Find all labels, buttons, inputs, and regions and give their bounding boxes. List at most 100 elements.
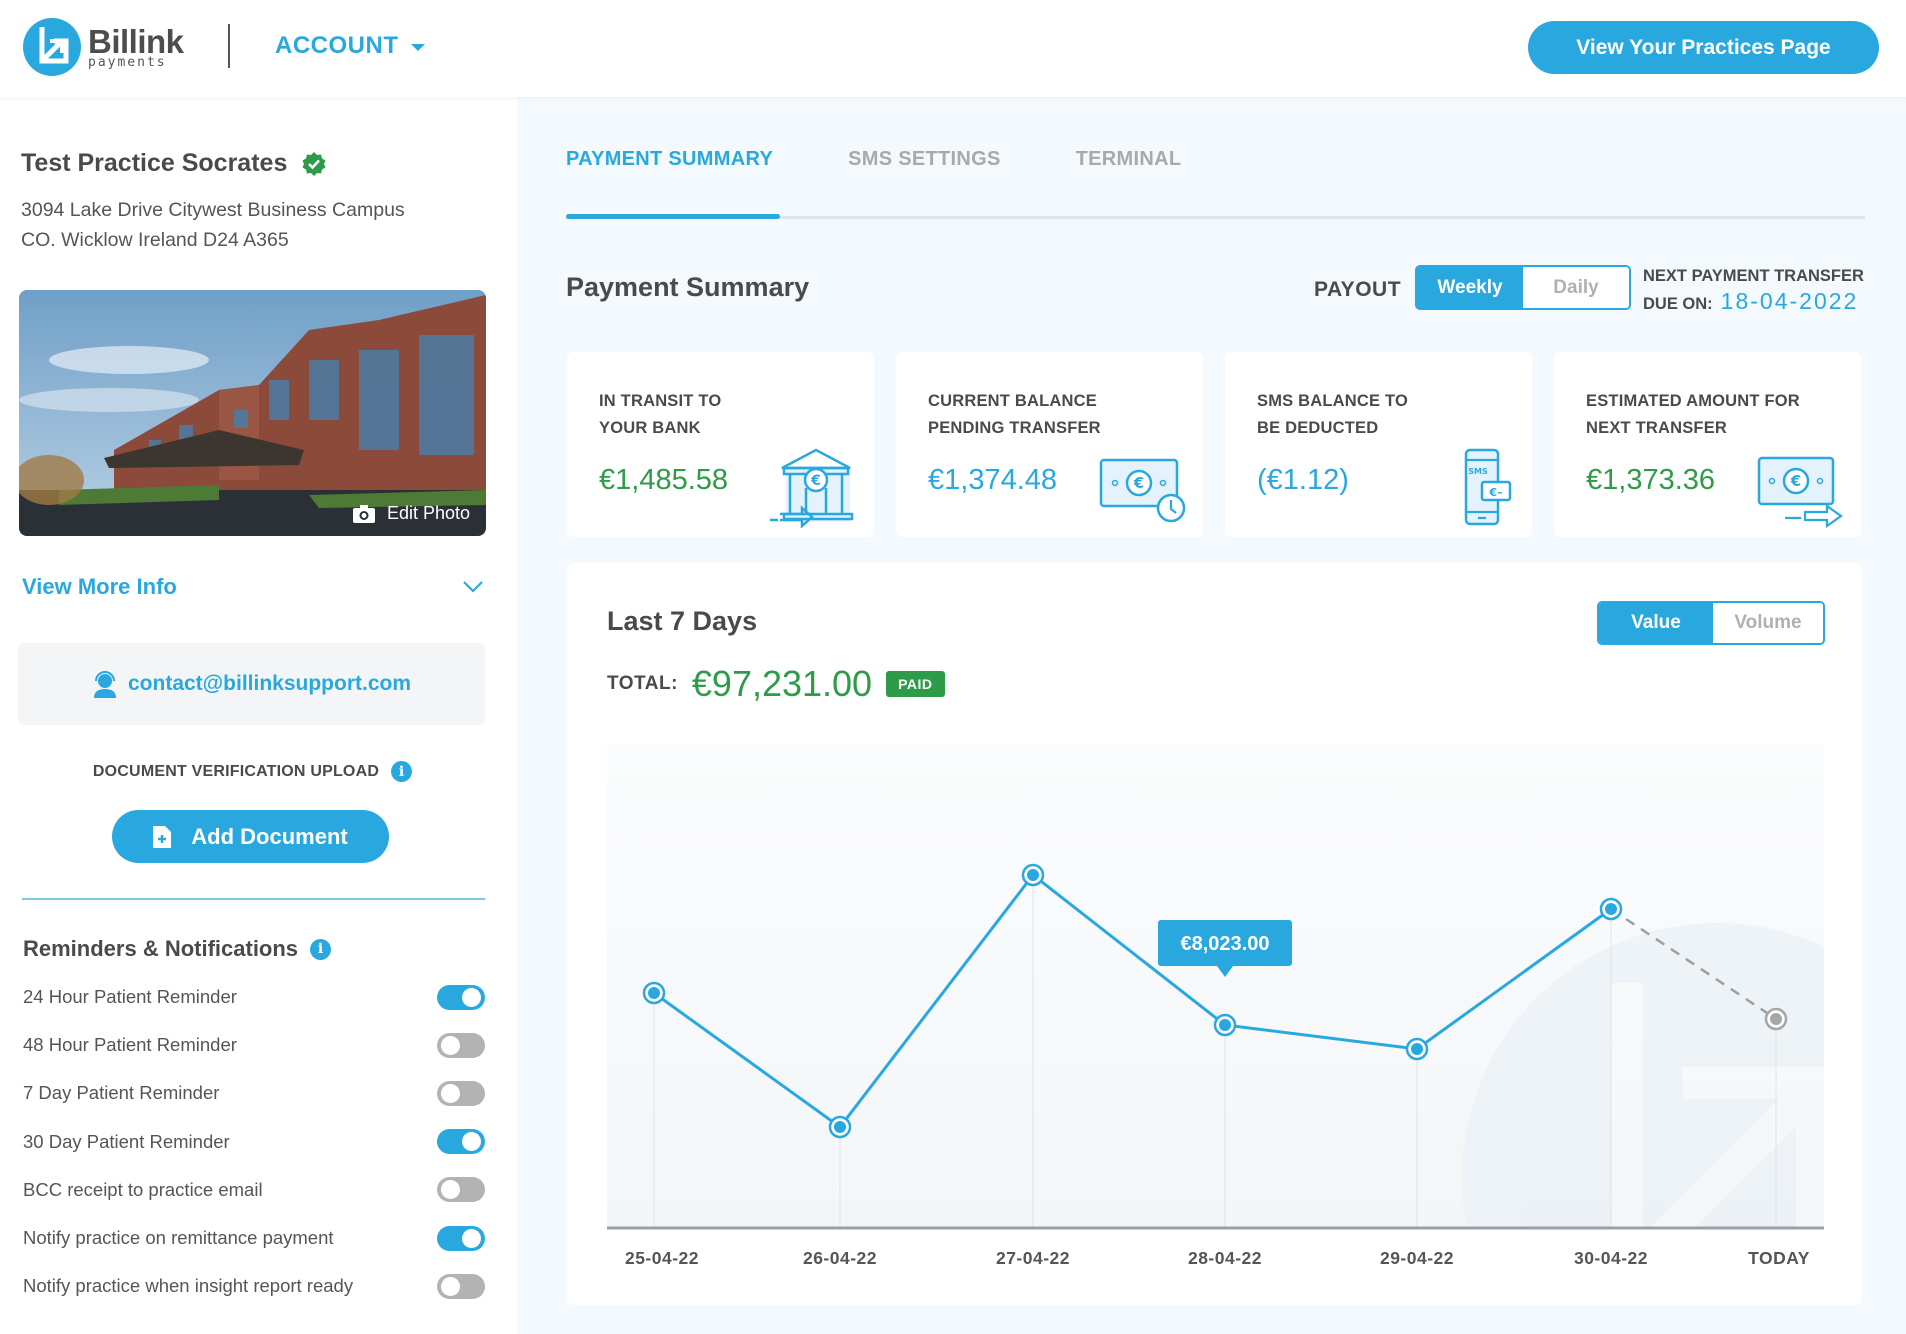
toggle-row-insight-report: Notify practice when insight report read…: [23, 1262, 485, 1310]
edit-photo-button[interactable]: Edit Photo: [352, 503, 470, 524]
support-email-link[interactable]: contact@billinksupport.com: [128, 672, 411, 695]
card-title-line: PENDING TRANSFER: [928, 419, 1101, 437]
data-point[interactable]: [1405, 1037, 1429, 1061]
total-row: TOTAL: €97,231.00 PAID: [607, 663, 945, 705]
support-contact: contact@billinksupport.com: [18, 643, 485, 725]
address-line-1: 3094 Lake Drive Citywest Business Campus: [21, 199, 405, 221]
caret-down-icon: [410, 43, 425, 51]
svg-text:€: €: [1790, 472, 1801, 490]
header-divider: [228, 24, 230, 68]
support-agent-icon: [94, 670, 116, 698]
toggle-knob: [462, 1132, 481, 1152]
next-transfer-label: NEXT PAYMENT TRANSFER: [1643, 267, 1864, 285]
reminders-heading: Reminders & Notifications i: [23, 936, 332, 962]
x-tick-label: 25-04-22: [625, 1248, 699, 1268]
card-value: €1,373.36: [1586, 464, 1716, 496]
banknote-clock-icon: €: [1099, 458, 1186, 523]
info-icon[interactable]: i: [391, 761, 413, 782]
toggle-30-day-reminder[interactable]: [437, 1129, 485, 1155]
data-point[interactable]: [1213, 1013, 1237, 1037]
toggle-bcc-receipt[interactable]: [437, 1177, 485, 1203]
watermark-logo-icon: [1462, 923, 1824, 1228]
card-title-line: NEXT TRANSFER: [1586, 419, 1728, 437]
tab-terminal[interactable]: TERMINAL: [1075, 148, 1182, 170]
info-icon[interactable]: i: [310, 938, 332, 960]
card-title-line: BE DEDUCTED: [1257, 419, 1379, 437]
toggle-label: 24 Hour Patient Reminder: [23, 986, 237, 1008]
toggle-insight-report-notify[interactable]: [437, 1273, 485, 1299]
toggle-knob: [441, 1083, 460, 1103]
projected-series-line: [1610, 907, 1777, 1021]
view-more-info-label: View More Info: [22, 574, 177, 599]
data-point-projected[interactable]: [1764, 1007, 1788, 1031]
data-point[interactable]: [642, 981, 666, 1005]
tab-track: [566, 216, 1865, 219]
document-verification-label: DOCUMENT VERIFICATION UPLOAD i: [0, 761, 505, 782]
phone-sms-icon: SMS €–: [1464, 448, 1512, 526]
card-estimated-next-transfer: ESTIMATED AMOUNT FOR NEXT TRANSFER €1,37…: [1554, 352, 1861, 537]
data-point[interactable]: [1599, 897, 1623, 921]
toggle-knob: [441, 1180, 460, 1200]
gridlines: [653, 875, 1777, 1228]
mode-volume-button[interactable]: Volume: [1713, 603, 1823, 643]
billink-logo[interactable]: Billink payments: [22, 17, 184, 77]
account-menu[interactable]: ACCOUNT: [275, 32, 425, 60]
banknote-arrow-icon: €: [1757, 456, 1843, 528]
data-point[interactable]: [1021, 863, 1045, 887]
chart-mode-toggle: Value Volume: [1597, 601, 1825, 645]
sidebar-divider: [22, 898, 485, 900]
chart-tooltip: €8,023.00: [1158, 920, 1292, 977]
last-7-days-panel: Last 7 Days TOTAL: €97,231.00 PAID Value…: [567, 563, 1862, 1305]
next-transfer-date: 18-04-2022: [1720, 288, 1859, 314]
summary-cards: IN TRANSIT TO YOUR BANK €1,485.58 € CURR…: [567, 352, 1861, 537]
x-tick-label: TODAY: [1748, 1248, 1810, 1268]
x-tick-label: 30-04-22: [1574, 1248, 1648, 1268]
toggle-knob: [441, 1276, 460, 1296]
payout-daily-button[interactable]: Daily: [1523, 267, 1629, 308]
edit-photo-label: Edit Photo: [386, 503, 470, 523]
active-tab-indicator: [566, 214, 780, 219]
due-on-label: DUE ON:: [1643, 295, 1713, 313]
document-verification-text: DOCUMENT VERIFICATION UPLOAD: [92, 762, 380, 780]
view-practices-page-button[interactable]: View Your Practices Page: [1528, 21, 1879, 74]
data-point[interactable]: [828, 1115, 852, 1139]
document-add-icon: [153, 825, 172, 848]
logo-wordmark: Billink: [88, 23, 184, 60]
toggle-knob: [462, 987, 481, 1007]
card-title-line: CURRENT BALANCE: [928, 392, 1097, 410]
toggle-7-day-reminder[interactable]: [437, 1080, 485, 1106]
view-more-info-toggle[interactable]: View More Info: [22, 574, 484, 600]
x-axis-labels: 25-04-22 26-04-22 27-04-22 28-04-22 29-0…: [625, 1248, 1810, 1268]
data-points: [642, 863, 1788, 1139]
mode-value-button[interactable]: Value: [1599, 603, 1713, 643]
payout-weekly-button[interactable]: Weekly: [1417, 267, 1523, 308]
toggle-48-hour-reminder[interactable]: [437, 1032, 485, 1058]
verified-badge-icon: [302, 151, 326, 176]
add-document-label: Add Document: [191, 823, 348, 849]
toggle-remittance-notify[interactable]: [437, 1225, 485, 1251]
bank-transfer-icon: €: [770, 448, 854, 528]
toggle-24-hour-reminder[interactable]: [437, 984, 485, 1010]
tab-payment-summary[interactable]: PAYMENT SUMMARY: [566, 148, 774, 170]
billink-logo-icon: [23, 18, 81, 76]
x-tick-label: 26-04-22: [803, 1248, 877, 1268]
account-menu-label: ACCOUNT: [275, 32, 399, 59]
toggle-label: 30 Day Patient Reminder: [23, 1130, 230, 1152]
toggle-row-30-day: 30 Day Patient Reminder: [23, 1118, 485, 1166]
tab-sms-settings[interactable]: SMS SETTINGS: [848, 148, 1001, 170]
address-line-2: CO. Wicklow Ireland D24 A365: [21, 229, 289, 251]
practice-photo: Edit Photo: [19, 290, 486, 536]
card-value: €1,485.58: [599, 464, 729, 496]
svg-text:€–: €–: [1488, 486, 1502, 499]
practice-name: Test Practice Socrates: [21, 149, 327, 178]
practice-building-image: [19, 290, 486, 536]
add-document-button[interactable]: Add Document: [112, 810, 389, 863]
card-value: (€1.12): [1257, 464, 1349, 496]
camera-icon: [352, 504, 375, 523]
toggle-label: 48 Hour Patient Reminder: [23, 1034, 237, 1056]
logo-subtitle: payments: [88, 55, 167, 70]
toggle-knob: [462, 1228, 481, 1248]
toggle-row-7-day: 7 Day Patient Reminder: [23, 1069, 485, 1117]
payout-frequency-toggle: Weekly Daily: [1415, 265, 1631, 310]
card-title: CURRENT BALANCE PENDING TRANSFER: [928, 388, 1101, 442]
